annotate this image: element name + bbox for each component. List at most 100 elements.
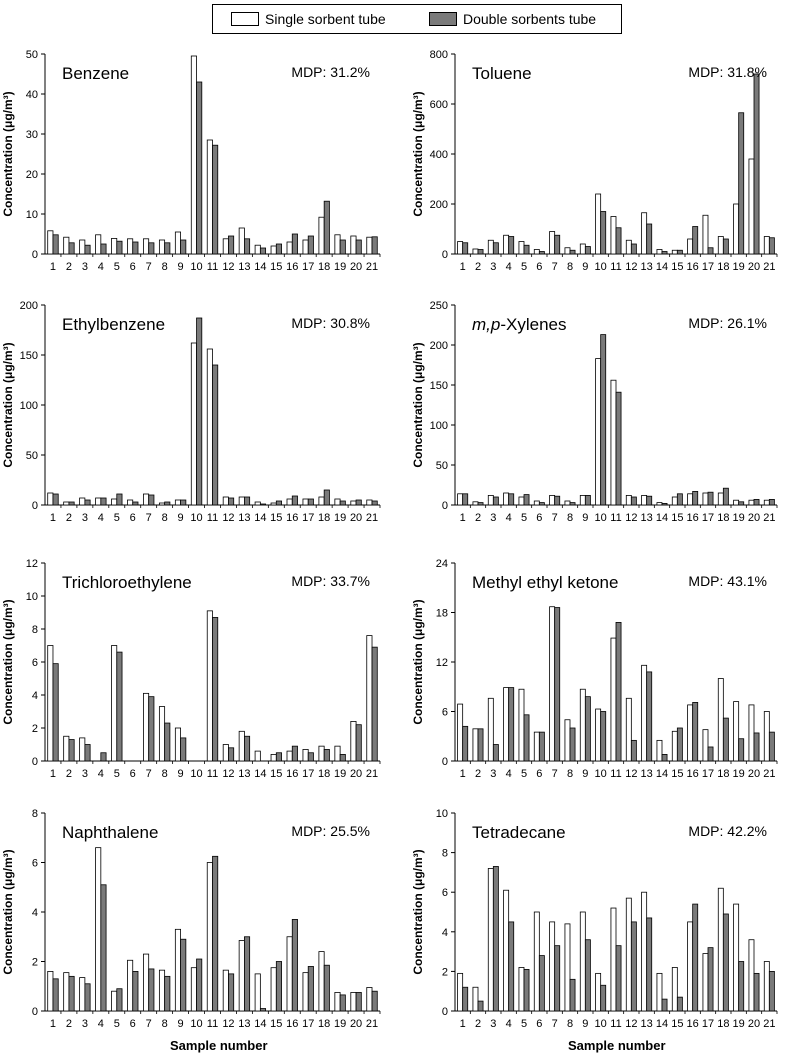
chart-title-7: Tetradecane [472, 823, 566, 842]
bar-4-0-13 [254, 750, 261, 762]
x-tick-label-1-18: 19 [733, 261, 745, 273]
bar-0-1-10 [212, 144, 219, 255]
bar-5-0-12 [641, 664, 648, 762]
x-tick-label-1-14: 15 [671, 261, 683, 273]
bar-6-1-5 [132, 971, 139, 1012]
bar-7-0-3 [503, 889, 510, 1012]
bar-2-0-15 [286, 498, 293, 506]
bar-6-0-1 [63, 972, 70, 1012]
bar-2-1-19 [355, 499, 362, 506]
bar-5-1-1 [477, 728, 484, 762]
bar-7-0-1 [472, 986, 479, 1012]
bar-1-1-9 [600, 211, 607, 255]
x-tick-label-4-15: 16 [286, 768, 298, 780]
x-tick-label-3-1: 2 [475, 512, 481, 524]
bar-4-0-19 [350, 721, 357, 762]
x-tick-label-5-20: 21 [763, 768, 775, 780]
bar-1-0-2 [487, 239, 494, 255]
x-tick-label-0-1: 2 [66, 261, 72, 273]
x-tick-label-7-17: 18 [717, 1018, 729, 1030]
bar-6-1-1 [68, 975, 75, 1012]
bar-3-0-19 [748, 499, 755, 506]
bar-0-0-0 [47, 230, 54, 255]
bar-2-1-20 [371, 500, 378, 506]
x-tick-label-2-16: 17 [302, 512, 314, 524]
bar-3-1-6 [554, 495, 561, 506]
y-axis-label-6: Concentration (μg/m³) [1, 849, 15, 974]
bar-2-1-11 [228, 497, 235, 506]
bar-0-0-8 [174, 231, 181, 255]
x-tick-label-0-10: 11 [207, 261, 218, 273]
bar-1-1-1 [477, 249, 484, 255]
bar-0-0-6 [143, 238, 150, 255]
x-tick-label-3-0: 1 [460, 512, 466, 524]
x-tick-label-5-3: 4 [506, 768, 512, 780]
y-tick-label-7-0: 0 [442, 1006, 448, 1018]
bar-1-1-4 [523, 244, 530, 255]
bar-1-1-19 [753, 73, 760, 255]
bar-0-1-17 [323, 200, 330, 255]
bar-7-1-2 [492, 866, 499, 1012]
bar-0-0-3 [95, 234, 102, 255]
bar-4-1-15 [291, 745, 298, 762]
x-tick-label-5-14: 15 [671, 768, 683, 780]
x-tick-label-6-11: 12 [222, 1018, 234, 1030]
chart-annotation-0: MDP: 31.2% [291, 64, 370, 80]
bar-6-0-13 [254, 973, 261, 1012]
x-tick-label-2-13: 14 [254, 512, 266, 524]
bar-7-1-9 [600, 984, 607, 1012]
bar-0-1-20 [371, 236, 378, 255]
bar-7-0-19 [748, 939, 755, 1012]
bar-5-0-16 [702, 729, 709, 762]
y-tick-label-3-5: 250 [430, 300, 448, 312]
y-tick-label-5-2: 12 [436, 657, 448, 669]
bar-1-1-17 [722, 238, 729, 255]
bar-2-1-14 [275, 500, 282, 506]
bar-1-0-15 [687, 238, 694, 255]
x-tick-label-4-0: 1 [50, 768, 56, 780]
bar-2-0-17 [318, 496, 325, 506]
bar-5-1-2 [492, 744, 499, 762]
bar-1-0-17 [717, 236, 724, 255]
legend-label-double: Double sorbents tube [463, 11, 597, 27]
x-tick-label-2-3: 4 [98, 512, 104, 524]
bar-0-1-9 [196, 81, 203, 255]
x-tick-label-5-18: 19 [733, 768, 745, 780]
x-tick-label-3-15: 16 [687, 512, 699, 524]
x-tick-label-4-4: 5 [114, 768, 120, 780]
bar-6-1-18 [339, 994, 346, 1012]
chart-title-3: m,p-Xylenes [472, 315, 566, 334]
x-tick-label-0-5: 6 [130, 261, 136, 273]
y-tick-label-5-3: 18 [436, 608, 448, 620]
bar-6-0-15 [286, 936, 293, 1012]
bar-5-1-6 [554, 607, 561, 762]
bar-3-1-20 [768, 498, 775, 506]
bar-6-1-6 [148, 968, 155, 1012]
bar-0-0-10 [206, 139, 213, 255]
bar-5-1-13 [661, 754, 668, 762]
x-tick-label-1-9: 10 [595, 261, 607, 273]
bar-3-0-14 [671, 496, 678, 506]
bar-1-0-18 [733, 203, 740, 255]
bar-6-0-7 [158, 969, 166, 1012]
x-tick-label-1-3: 4 [506, 261, 512, 273]
bar-0-0-7 [158, 239, 166, 255]
x-tick-label-5-2: 3 [490, 768, 496, 780]
bar-3-1-12 [646, 495, 653, 506]
bar-2-0-20 [366, 499, 373, 506]
bar-0-0-5 [127, 238, 134, 255]
chart-annotation-5: MDP: 43.1% [688, 573, 767, 589]
bar-0-0-4 [111, 237, 118, 255]
bar-3-0-12 [641, 494, 648, 506]
x-tick-label-3-19: 20 [748, 512, 760, 524]
bar-5-0-11 [625, 697, 632, 762]
x-tick-label-7-3: 4 [506, 1018, 512, 1030]
x-tick-label-0-7: 8 [162, 261, 168, 273]
x-tick-label-2-7: 8 [162, 512, 168, 524]
bar-1-0-4 [518, 241, 525, 255]
x-tick-label-4-3: 4 [98, 768, 104, 780]
x-tick-label-7-10: 11 [610, 1018, 621, 1030]
x-tick-label-2-12: 13 [238, 512, 250, 524]
bar-0-1-13 [259, 247, 267, 255]
